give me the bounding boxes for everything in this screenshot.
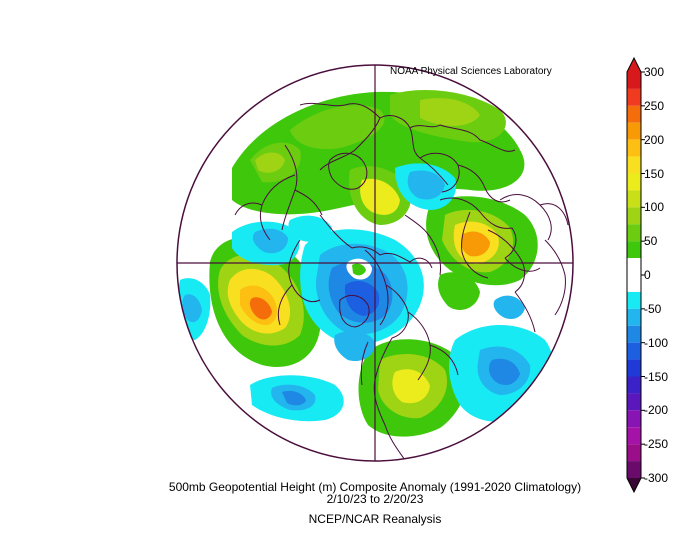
colorbar-band — [627, 427, 641, 445]
colorbar-band — [627, 224, 641, 242]
colorbar-band — [627, 359, 641, 377]
colorbar-tick-label: 250 — [644, 98, 665, 113]
colorbar-tick-label: 300 — [644, 65, 665, 79]
globe-outline — [176, 64, 574, 462]
colorbar-band — [627, 342, 641, 360]
colorbar-tick-label: -300 — [644, 471, 669, 485]
colorbar-tick-label: -250 — [644, 437, 669, 452]
colorbar-band — [627, 308, 641, 326]
colorbar-band — [627, 258, 641, 292]
colorbar-band — [627, 139, 641, 157]
colorbar-band — [627, 173, 641, 191]
colorbar-band — [627, 393, 641, 411]
colorbar-band — [627, 461, 641, 478]
colorbar-tick-label: 150 — [644, 166, 665, 181]
colorbar-band — [627, 241, 641, 259]
colorbar-band — [627, 207, 641, 225]
colorbar-band — [627, 291, 641, 309]
colorbar-band — [627, 122, 641, 140]
colorbar — [626, 56, 645, 494]
date-range: 2/10/23 to 2/20/23 — [326, 492, 424, 506]
colorbar-min-arrow — [627, 478, 641, 492]
colorbar-max-arrow — [627, 58, 641, 72]
colorbar-band — [627, 88, 641, 106]
colorbar-tick-label: -150 — [644, 369, 669, 384]
colorbar-tick-label: -50 — [644, 301, 662, 316]
colorbar-tick-label: -200 — [644, 403, 669, 418]
colorbar-band — [627, 376, 641, 394]
colorbar-band — [627, 444, 641, 462]
coastlines — [234, 102, 569, 461]
colorbar-tick-label: 100 — [644, 200, 665, 215]
credit-label: NOAA Physical Sciences Laboratory — [390, 66, 552, 77]
colorbar-band — [627, 325, 641, 343]
colorbar-tick-label: 50 — [644, 234, 658, 249]
colorbar-tick-label: 200 — [644, 132, 665, 147]
data-source: NCEP/NCAR Reanalysis — [308, 512, 442, 526]
colorbar-band — [627, 190, 641, 208]
colorbar-band — [627, 410, 641, 428]
map-title: 500mb Geopotential Height (m) Composite … — [168, 480, 582, 494]
colorbar-band — [627, 72, 641, 89]
colorbar-band — [627, 156, 641, 174]
colorbar-tick-label: 0 — [644, 268, 651, 282]
colorbar-tick-label: -100 — [644, 335, 669, 350]
colorbar-band — [627, 105, 641, 123]
